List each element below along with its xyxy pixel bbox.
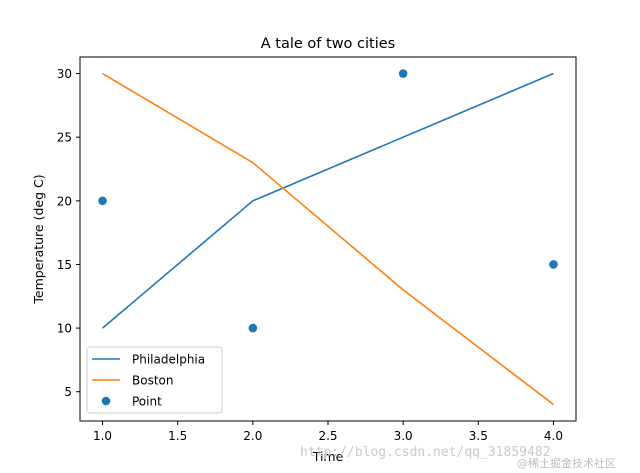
x-tick-label: 1.5 (168, 429, 187, 443)
series-layer (98, 69, 558, 406)
plot-frame (79, 56, 577, 422)
y-tick-label: 30 (57, 67, 72, 81)
legend: Philadelphia Boston Point (86, 346, 223, 414)
legend-label: Point (132, 395, 162, 409)
series-line-boston (102, 72, 554, 406)
series-line-philadelphia (102, 72, 554, 329)
y-axis-label: Temperature (deg C) (31, 174, 46, 304)
scatter-point (248, 323, 258, 333)
legend-label: Philadelphia (132, 353, 205, 367)
x-tick-label: 3.5 (469, 429, 488, 443)
scatter-point (98, 196, 107, 206)
x-tick-label: 2.5 (318, 429, 337, 443)
y-tick-label: 25 (57, 131, 72, 145)
legend-swatch-marker (101, 396, 111, 406)
x-axis-label: Time (312, 449, 344, 464)
chart-title: A tale of two cities (261, 36, 395, 52)
y-tick-label: 10 (57, 322, 72, 336)
x-axis-ticks: 1.0 1.5 2.0 2.5 3.0 3.5 4.0 (93, 421, 563, 443)
scatter-point (549, 260, 558, 269)
x-tick-label: 3.0 (394, 429, 413, 443)
y-tick-label: 15 (57, 258, 72, 272)
x-tick-label: 1.0 (93, 429, 112, 443)
y-axis-ticks: 5 10 15 20 25 30 (57, 67, 80, 399)
legend-box (86, 346, 223, 414)
x-tick-label: 2.0 (243, 429, 262, 443)
x-tick-label: 4.0 (544, 429, 563, 443)
legend-label: Boston (132, 374, 173, 388)
scatter-point (398, 69, 408, 78)
y-tick-label: 5 (64, 385, 72, 399)
y-tick-label: 20 (57, 194, 72, 208)
